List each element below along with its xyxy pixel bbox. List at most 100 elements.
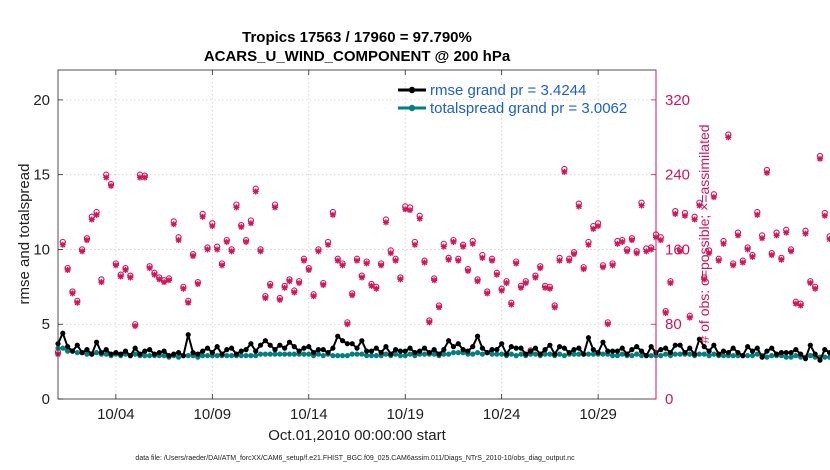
rmse-point — [108, 351, 114, 357]
rmse-point — [209, 350, 215, 356]
legend-rmse-marker — [408, 86, 416, 94]
totalspread-point — [277, 351, 283, 357]
rmse-point — [349, 341, 355, 347]
obs-assimilated-point — [136, 174, 143, 181]
obs-assimilated-point — [763, 169, 770, 176]
rmse-point — [552, 351, 558, 357]
y-tick-label: 10 — [33, 241, 50, 258]
rmse-point — [605, 348, 611, 354]
y-tick-label: 5 — [42, 316, 50, 333]
totalspread-point — [600, 351, 606, 357]
totalspread-point — [185, 353, 191, 359]
rmse-point — [180, 353, 186, 359]
rmse-point — [431, 347, 437, 353]
obs-assimilated-point — [146, 265, 153, 272]
totalspread-point — [571, 351, 577, 357]
rmse-point — [296, 348, 302, 354]
rmse-point — [93, 339, 100, 345]
rmse-point — [474, 333, 481, 339]
rmse-point — [494, 347, 500, 353]
totalspread-point — [291, 351, 297, 357]
totalspread-point — [74, 350, 80, 356]
rmse-point — [769, 345, 775, 351]
rmse-point — [745, 344, 751, 350]
rmse-point — [335, 333, 341, 339]
rmse-point — [711, 342, 717, 348]
rmse-point — [364, 348, 370, 354]
x-tick-label: 10/19 — [386, 406, 424, 423]
obs-assimilated-point — [180, 285, 187, 292]
rmse-point — [378, 350, 384, 356]
obs-assimilated-point — [493, 271, 500, 278]
rmse-point — [773, 351, 780, 357]
rmse-point — [648, 344, 654, 350]
obs-assimilated-point — [638, 202, 645, 209]
obs-assimilated-point — [349, 292, 356, 299]
obs-assimilated-point — [662, 310, 669, 317]
rmse-point — [229, 345, 235, 351]
rmse-point — [383, 344, 389, 350]
rmse-point — [446, 338, 452, 344]
rmse-point — [262, 338, 268, 344]
rmse-point — [315, 347, 322, 353]
totalspread-point — [373, 353, 379, 359]
obs-assimilated-point — [754, 211, 761, 218]
rmse-point — [127, 353, 133, 359]
rmse-point — [716, 351, 722, 357]
rmse-point — [624, 351, 630, 357]
totalspread-point — [368, 353, 375, 359]
rmse-point — [171, 351, 177, 357]
grid — [58, 70, 656, 399]
totalspread-point — [634, 351, 640, 357]
rmse-point — [118, 351, 124, 357]
totalspread-point — [301, 351, 307, 357]
obs-assimilated-point — [479, 254, 486, 261]
obs-assimilated-point — [175, 237, 182, 244]
obs-assimilated-point — [556, 257, 563, 264]
totalspread-point — [513, 353, 519, 359]
obs-assimilated-point — [773, 232, 780, 239]
rmse-point — [600, 339, 606, 345]
totalspread-point — [590, 351, 596, 357]
rmse-point — [257, 342, 264, 348]
totalspread-point — [339, 353, 346, 359]
tick-layer: 10/04 10/09 10/14 10/19 10/24 10/29 0 5 10 15 20 0 8… — [33, 70, 690, 423]
totalspread-point — [793, 353, 799, 359]
obs-assimilated-point — [228, 248, 235, 255]
obs-assimilated-point — [633, 250, 640, 257]
totalspread-point — [175, 354, 182, 360]
obs-assimilated-point — [508, 301, 515, 308]
obs-assimilated-point — [88, 216, 95, 223]
rmse-point — [523, 351, 529, 357]
obs-assimilated-point — [614, 240, 621, 247]
obs-assimilated-point — [354, 257, 360, 264]
obs-assimilated-point — [300, 257, 307, 264]
rmse-point — [701, 344, 707, 350]
obs-assimilated-point — [561, 168, 568, 175]
obs-assimilated-point — [161, 279, 168, 286]
rmse-point — [151, 351, 158, 357]
obs-assimilated-point — [267, 282, 274, 289]
obs-assimilated-point — [122, 267, 129, 274]
totalspread-point — [663, 351, 669, 357]
obs-assimilated-point — [93, 211, 100, 218]
obs-assimilated-point — [734, 232, 741, 239]
rmse-point — [793, 347, 799, 353]
rmse-point — [84, 347, 90, 353]
totalspread-point — [638, 353, 645, 359]
obs-assimilated-point — [209, 223, 216, 230]
rmse-point — [807, 342, 813, 348]
totalspread-point — [132, 351, 138, 357]
obs-assimilated-point — [69, 290, 76, 297]
rmse-point — [571, 347, 577, 353]
obs-assimilated-point — [325, 241, 332, 248]
totalspread-point — [542, 351, 548, 357]
obs-assimilated-point — [190, 252, 197, 259]
rmse-point — [667, 350, 674, 356]
y-tick-label: 15 — [33, 167, 50, 184]
rmse-point — [195, 351, 201, 357]
y-tick-label: 20 — [33, 92, 50, 109]
totalspread-point — [392, 351, 399, 357]
rmse-point — [706, 348, 712, 354]
